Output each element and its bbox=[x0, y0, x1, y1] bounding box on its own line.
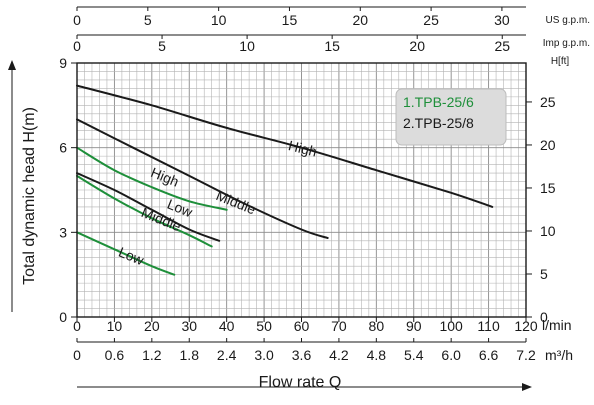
m3h-tick-label: 6.0 bbox=[441, 347, 461, 363]
curve-tpb-2-low bbox=[76, 172, 221, 242]
lmin-unit: l/min bbox=[542, 317, 572, 333]
legend: 1.TPB-25/6 2.TPB-25/8 bbox=[395, 88, 507, 146]
m3h-tick-label: 3.6 bbox=[292, 347, 312, 363]
x-tick-label: 80 bbox=[369, 318, 385, 334]
m3h-unit: m³/h bbox=[545, 347, 573, 363]
x-tick-label: 20 bbox=[144, 318, 160, 334]
legend-box bbox=[395, 88, 507, 146]
imp-gpm-tick-label: 0 bbox=[73, 38, 81, 54]
x-axis-m3h: 0 0.6 1.2 1.8 2.4 3.0 3.6 4.2 4.8 5.4 6.0 6.6 7.2 bbox=[73, 338, 536, 363]
curve-label-high: High bbox=[287, 137, 319, 159]
imp-gpm-tick-label: 15 bbox=[324, 38, 340, 54]
m3h-tick-label: 4.2 bbox=[329, 347, 349, 363]
y-axis-m: 0 3 6 9 bbox=[59, 55, 77, 325]
y-tick-label: 0 bbox=[59, 309, 67, 325]
x-tick-label: 70 bbox=[331, 318, 347, 334]
y-tick-label: 6 bbox=[59, 140, 67, 156]
x-axis-title: Flow rate Q bbox=[259, 374, 342, 391]
legend-entry-tpb-25-8: 2.TPB-25/8 bbox=[403, 115, 474, 131]
x-axis-lmin: 0 10 20 30 40 50 60 70 80 90 100 110 120 bbox=[73, 317, 538, 334]
us-gpm-tick-label: 0 bbox=[73, 12, 81, 28]
us-gpm-tick-label: 10 bbox=[211, 12, 227, 28]
imp-gpm-tick-label: 10 bbox=[239, 38, 255, 54]
imp-gpm-tick-label: 25 bbox=[494, 38, 510, 54]
grid bbox=[77, 63, 526, 317]
m3h-tick-label: 4.8 bbox=[367, 347, 387, 363]
ft-unit: H[ft] bbox=[551, 56, 570, 67]
y-axis-arrowhead bbox=[8, 60, 16, 70]
imp-gpm-tick-label: 5 bbox=[158, 38, 166, 54]
x-tick-label: 60 bbox=[294, 318, 310, 334]
x-tick-label: 90 bbox=[406, 318, 422, 334]
curve-label-middle: Middle bbox=[214, 187, 258, 217]
y-tick-label: 9 bbox=[59, 55, 67, 71]
ft-tick-label: 10 bbox=[540, 223, 556, 239]
m3h-tick-label: 0 bbox=[73, 347, 81, 363]
series-layer bbox=[76, 84, 494, 276]
m3h-tick-label: 6.6 bbox=[479, 347, 499, 363]
curve-tpb-1-low bbox=[76, 231, 176, 276]
x-tick-label: 40 bbox=[219, 318, 235, 334]
m3h-tick-label: 3.0 bbox=[254, 347, 274, 363]
imp-gpm-unit: Imp g.p.m. bbox=[543, 38, 590, 49]
m3h-tick-label: 5.4 bbox=[404, 347, 424, 363]
curve-tpb-2-middle bbox=[76, 118, 329, 239]
x-tick-label: 10 bbox=[107, 318, 123, 334]
x-tick-label: 50 bbox=[256, 318, 272, 334]
us-gpm-tick-label: 5 bbox=[144, 12, 152, 28]
x-tick-label: 110 bbox=[477, 318, 500, 334]
curve-tpb-1-high bbox=[76, 146, 228, 211]
us-gpm-tick-label: 15 bbox=[282, 12, 298, 28]
x-tick-label: 30 bbox=[181, 318, 197, 334]
us-gpm-tick-label: 25 bbox=[423, 12, 439, 28]
imp-gpm-tick-label: 20 bbox=[409, 38, 425, 54]
legend-entry-tpb-25-6: 1.TPB-25/6 bbox=[403, 94, 474, 110]
ft-tick-label: 0 bbox=[540, 309, 548, 325]
y-axis-title: Total dynamic head H(m) bbox=[21, 107, 38, 285]
m3h-tick-label: 0.6 bbox=[105, 347, 125, 363]
m3h-tick-label: 1.2 bbox=[142, 347, 162, 363]
ft-tick-label: 5 bbox=[540, 266, 548, 282]
curve-tpb-2-high bbox=[76, 84, 494, 208]
top-scales: 0 5 10 15 20 25 30 0 5 10 15 20 25 bbox=[73, 7, 510, 54]
curve-label-high: High bbox=[149, 164, 182, 190]
m3h-tick-label: 7.2 bbox=[516, 347, 536, 363]
y-tick-label: 3 bbox=[59, 224, 67, 240]
x-tick-label: 0 bbox=[73, 318, 81, 334]
x-axis-arrowhead bbox=[522, 383, 532, 391]
us-gpm-unit: US g.p.m. bbox=[546, 15, 590, 26]
us-gpm-tick-label: 20 bbox=[352, 12, 368, 28]
x-tick-label: 100 bbox=[439, 318, 463, 334]
ft-tick-label: 15 bbox=[540, 180, 556, 196]
x-tick-label: 120 bbox=[514, 318, 538, 334]
y-axis-ft: 0 5 10 15 20 25 bbox=[526, 94, 556, 325]
m3h-tick-label: 2.4 bbox=[217, 347, 237, 363]
m3h-tick-label: 1.8 bbox=[180, 347, 200, 363]
curve-tpb-1-middle bbox=[76, 174, 213, 248]
curve-label-low: Low bbox=[116, 244, 147, 269]
ft-tick-label: 25 bbox=[540, 94, 556, 110]
ft-tick-label: 20 bbox=[540, 137, 556, 153]
us-gpm-tick-label: 30 bbox=[494, 12, 510, 28]
